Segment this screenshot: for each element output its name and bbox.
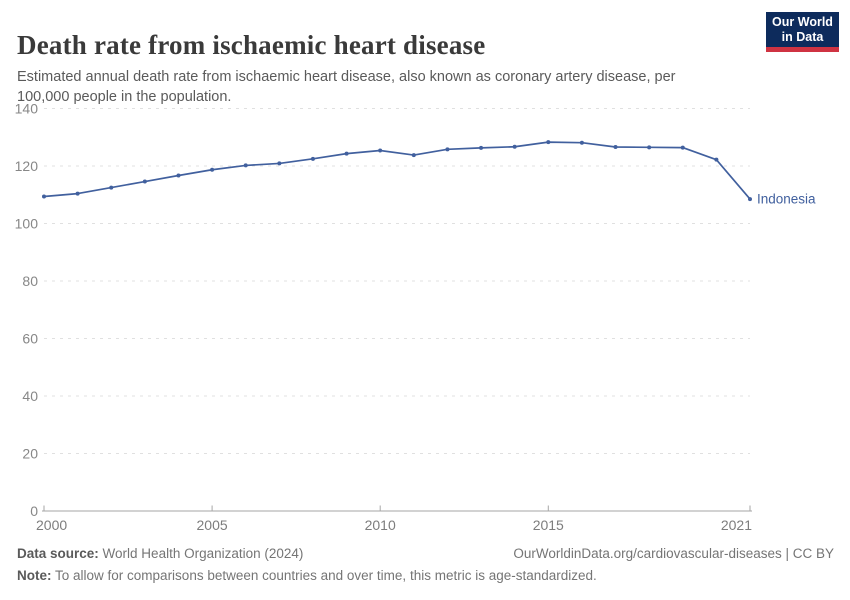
y-tick-label: 80 bbox=[22, 273, 38, 289]
page-title: Death rate from ischaemic heart disease bbox=[17, 30, 486, 61]
data-source-label: Data source: bbox=[17, 546, 99, 561]
x-tick-label: 2000 bbox=[36, 517, 67, 533]
data-point bbox=[479, 145, 484, 150]
owid-logo: Our World in Data bbox=[766, 12, 839, 52]
data-point bbox=[378, 148, 383, 153]
data-point bbox=[75, 191, 80, 196]
y-tick-label: 40 bbox=[22, 388, 38, 404]
data-line bbox=[43, 141, 751, 200]
series-label-indonesia: Indonesia bbox=[757, 192, 816, 207]
y-tick-label: 20 bbox=[22, 446, 38, 462]
data-point bbox=[647, 145, 652, 150]
footer-source-row: Data source: World Health Organization (… bbox=[17, 546, 834, 561]
data-source-value: World Health Organization (2024) bbox=[102, 546, 304, 561]
data-point bbox=[579, 140, 584, 145]
data-point bbox=[176, 173, 181, 178]
data-point bbox=[445, 147, 450, 152]
footer-note-row: Note: To allow for comparisons between c… bbox=[17, 568, 597, 583]
x-tick-label: 2015 bbox=[533, 517, 564, 533]
attribution-link[interactable]: OurWorldinData.org/cardiovascular-diseas… bbox=[513, 546, 834, 561]
owid-logo-line2: in Data bbox=[781, 30, 824, 44]
x-tick-label: 2021 bbox=[721, 517, 752, 533]
data-point bbox=[277, 161, 282, 166]
data-point bbox=[512, 144, 517, 149]
data-source-text: Data source: World Health Organization (… bbox=[17, 546, 303, 561]
owid-logo-line1: Our World bbox=[772, 15, 833, 29]
data-point bbox=[109, 185, 114, 190]
data-point bbox=[613, 145, 618, 150]
x-tick-label: 2010 bbox=[365, 517, 396, 533]
y-tick-label: 140 bbox=[15, 101, 39, 117]
line-chart: 0 20 40 60 80 100 120 140 2000 2005 2010 2015 2021 In… bbox=[15, 101, 816, 534]
data-point bbox=[310, 156, 315, 161]
data-point bbox=[748, 197, 752, 202]
y-tick-label: 0 bbox=[30, 503, 38, 519]
chart-subtitle: Estimated annual death rate from ischaem… bbox=[17, 68, 676, 105]
note-value: To allow for comparisons between countri… bbox=[55, 568, 597, 583]
y-tick-label: 60 bbox=[22, 331, 38, 347]
note-label: Note: bbox=[17, 568, 52, 583]
data-point bbox=[142, 179, 147, 184]
y-tick-label: 120 bbox=[15, 158, 39, 174]
x-tick-label: 2005 bbox=[197, 517, 228, 533]
data-point bbox=[546, 140, 551, 145]
data-point bbox=[680, 145, 685, 150]
data-point bbox=[42, 194, 46, 199]
data-point bbox=[210, 167, 215, 172]
data-point bbox=[411, 153, 416, 158]
y-tick-label: 100 bbox=[15, 216, 39, 232]
data-point bbox=[714, 157, 719, 162]
data-point bbox=[243, 163, 248, 168]
data-point bbox=[344, 151, 349, 156]
